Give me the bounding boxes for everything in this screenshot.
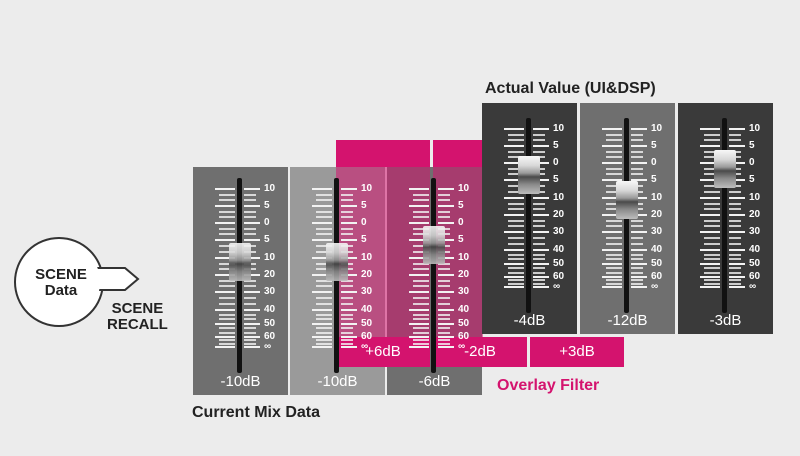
current-fader-3-value: -6dB xyxy=(418,373,451,390)
current-fader-1-value: -10dB xyxy=(220,373,261,390)
actual-fader-panel-2: -12dB xyxy=(580,103,675,334)
scene-data-badge: SCENE Data xyxy=(14,237,140,327)
actual-fader-2-value: -12dB xyxy=(607,312,648,329)
current-fader-panel-1: -10dB xyxy=(193,167,288,395)
overlay-tint-2 xyxy=(433,167,483,337)
scene-badge-line1: SCENE xyxy=(35,266,87,283)
actual-fader-panel-3: -3dB xyxy=(678,103,773,334)
overlay-head-2 xyxy=(433,140,483,167)
scene-recall-line2: RECALL xyxy=(107,316,168,333)
actual-fader-panel-1: -4dB xyxy=(482,103,577,334)
overlay-head-1 xyxy=(336,140,430,167)
scene-recall-label: SCENE RECALL xyxy=(107,301,168,333)
actual-fader-1-value: -4dB xyxy=(513,312,546,329)
scene-badge-shape xyxy=(14,237,140,327)
scene-badge-line2: Data xyxy=(44,282,78,299)
overlay-tint-1 xyxy=(336,167,430,337)
overlay-offset-1: +6dB xyxy=(336,337,430,367)
overlay-filter-label: Overlay Filter xyxy=(497,377,600,394)
actual-value-title: Actual Value (UI&DSP) xyxy=(485,80,656,97)
scene-recall-line1: SCENE xyxy=(111,300,164,317)
actual-fader-3-value: -3dB xyxy=(709,312,742,329)
overlay-offset-3: +3dB xyxy=(530,337,624,367)
current-fader-2-value: -10dB xyxy=(317,373,358,390)
current-mix-title: Current Mix Data xyxy=(192,404,321,421)
overlay-offset-2: -2dB xyxy=(433,337,527,367)
